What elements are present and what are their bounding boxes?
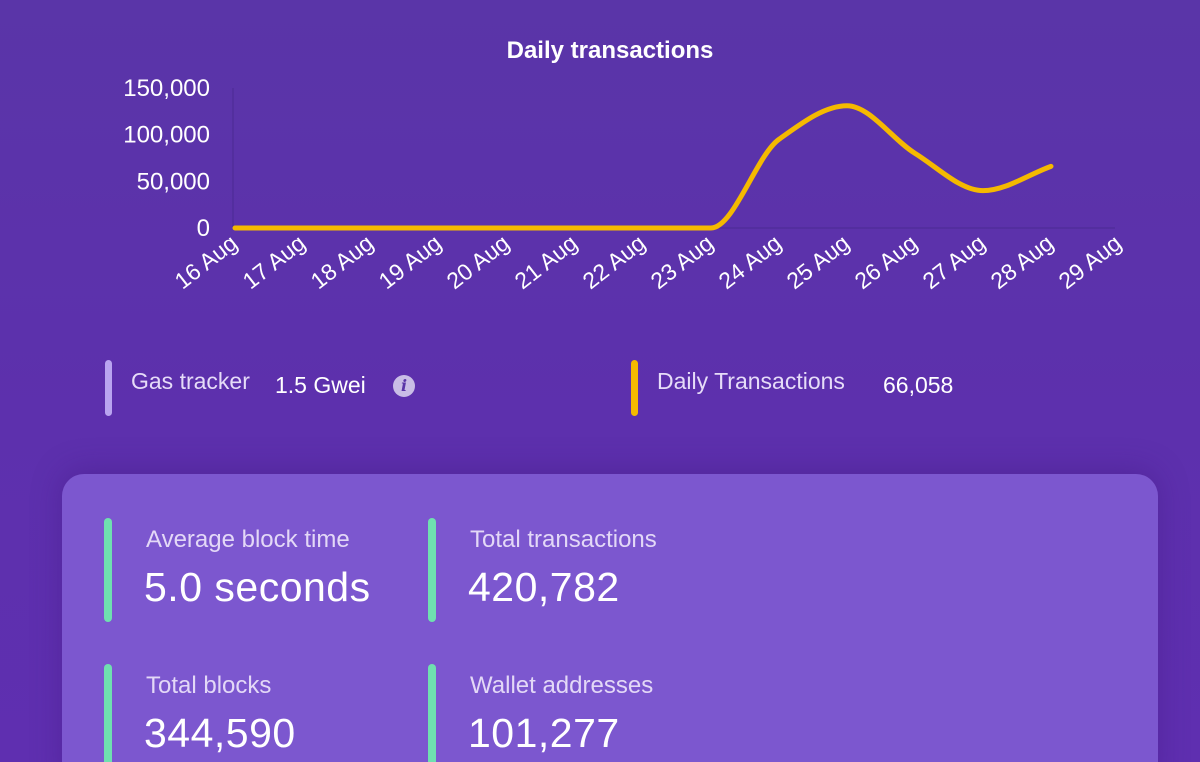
stat-label: Total transactions xyxy=(470,526,657,553)
stat-label: Wallet addresses xyxy=(470,672,654,699)
stat-value: 101,277 xyxy=(468,710,620,756)
gas-tracker-label: Gas tracker xyxy=(131,368,250,394)
daily-transactions-color-bar xyxy=(631,360,638,416)
daily-transactions-legend: Daily Transactions 66,058 xyxy=(631,360,1011,416)
x-tick-label: 27 Aug xyxy=(918,229,990,294)
stat-value: 5.0 seconds xyxy=(144,564,371,610)
y-tick-label: 150,000 xyxy=(123,75,210,102)
y-tick-label: 0 xyxy=(197,215,210,242)
x-tick-label: 29 Aug xyxy=(1054,229,1126,294)
stat-average-block-time: Average block time 5.0 seconds xyxy=(104,518,404,622)
stat-accent-bar xyxy=(428,518,436,622)
stat-label: Total blocks xyxy=(146,672,272,699)
x-tick-label: 22 Aug xyxy=(578,229,650,294)
stat-total-transactions: Total transactions 420,782 xyxy=(428,518,728,622)
x-tick-label: 19 Aug xyxy=(374,229,446,294)
gas-tracker-color-bar xyxy=(105,360,112,416)
y-tick-label: 100,000 xyxy=(123,122,210,149)
stat-accent-bar xyxy=(104,664,112,762)
y-tick-label: 50,000 xyxy=(137,168,210,195)
daily-transactions-value: 66,058 xyxy=(883,372,954,398)
info-icon[interactable]: i xyxy=(393,375,415,397)
x-tick-label: 28 Aug xyxy=(986,229,1058,294)
stats-card: Average block time 5.0 seconds Total tra… xyxy=(62,474,1158,762)
gas-tracker-legend: Gas tracker 1.5 Gwei i xyxy=(105,360,435,416)
stat-accent-bar xyxy=(428,664,436,762)
stat-label: Average block time xyxy=(146,526,350,553)
x-tick-label: 26 Aug xyxy=(850,229,922,294)
x-tick-label: 20 Aug xyxy=(442,229,514,294)
x-tick-label: 23 Aug xyxy=(646,229,718,294)
stat-total-blocks: Total blocks 344,590 xyxy=(104,664,404,762)
x-tick-label: 25 Aug xyxy=(782,229,854,294)
daily-transactions-chart: Daily transactions 150,000 100,000 50,000 0… xyxy=(123,37,1126,294)
stat-accent-bar xyxy=(104,518,112,622)
stat-wallet-addresses: Wallet addresses 101,277 xyxy=(428,664,728,762)
x-tick-label: 21 Aug xyxy=(510,229,582,294)
chart-title: Daily transactions xyxy=(507,37,714,64)
stat-value: 344,590 xyxy=(144,710,296,756)
gas-tracker-value: 1.5 Gwei xyxy=(275,372,366,398)
x-tick-label: 17 Aug xyxy=(238,229,310,294)
series-line-0 xyxy=(232,103,1054,231)
stat-value: 420,782 xyxy=(468,564,620,610)
daily-transactions-label: Daily Transactions xyxy=(657,368,845,394)
x-tick-label: 24 Aug xyxy=(714,229,786,294)
x-tick-label: 18 Aug xyxy=(306,229,378,294)
